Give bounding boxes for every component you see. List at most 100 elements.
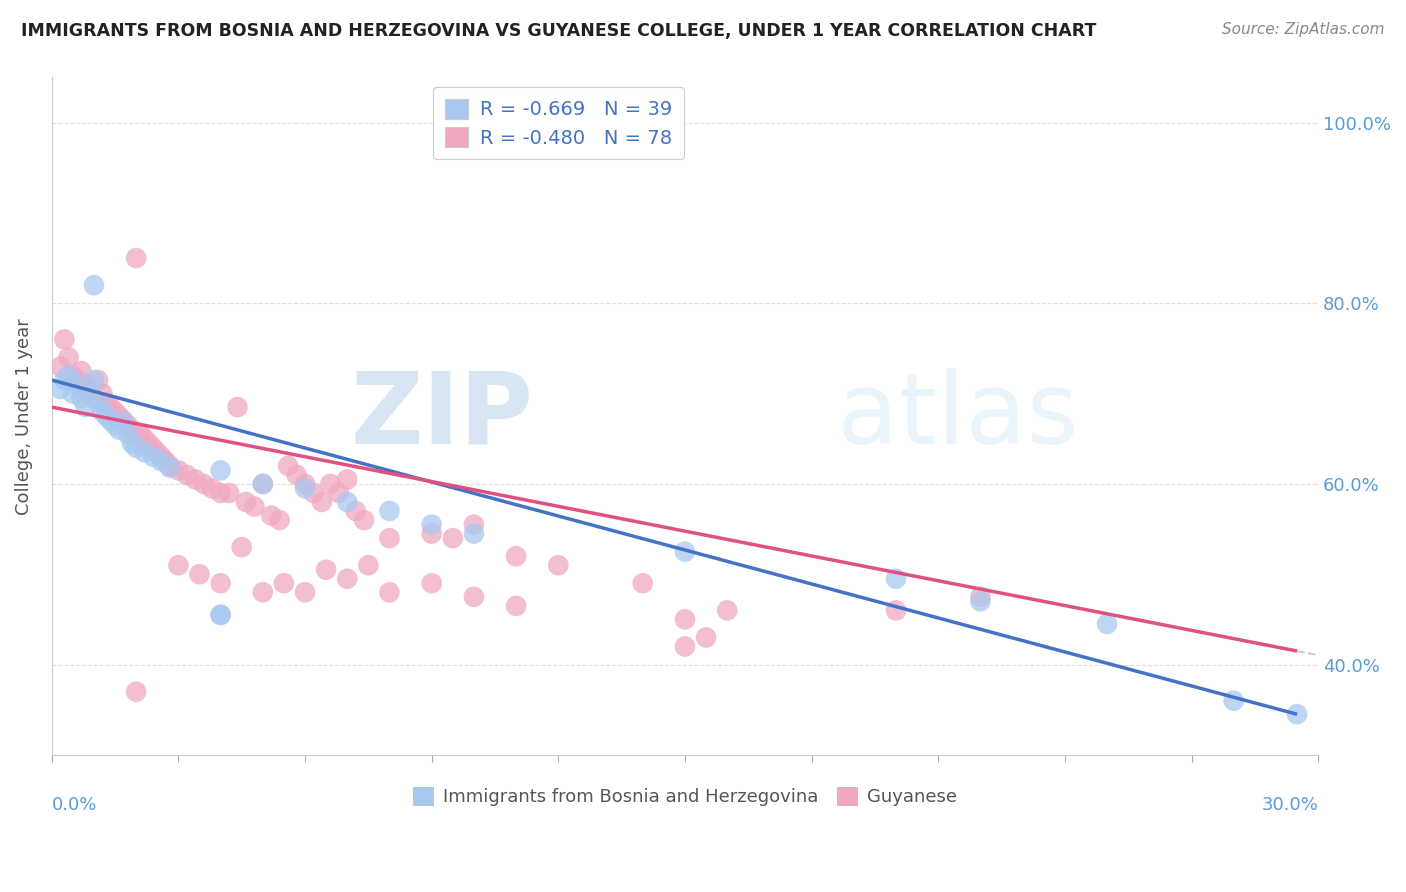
Point (79, 382, 101, 396)
Point (226, 400, 249, 414)
Point (420, 576, 443, 591)
Point (75, 400, 97, 414)
Point (53, 373, 76, 387)
Point (91, 404, 114, 418)
Point (378, 504, 401, 518)
Point (167, 558, 190, 573)
Point (117, 418, 139, 433)
Point (155, 454, 177, 468)
Point (884, 572, 907, 586)
Point (53, 332, 76, 346)
Point (150, 450, 173, 464)
Point (252, 585, 274, 599)
Point (235, 495, 257, 509)
Point (1095, 616, 1118, 631)
Point (96, 395, 118, 409)
Point (231, 540, 253, 554)
Point (336, 572, 359, 586)
Point (631, 576, 654, 591)
Point (176, 467, 198, 482)
Point (142, 441, 165, 455)
Point (138, 436, 160, 450)
Point (87, 373, 110, 387)
Point (673, 544, 696, 558)
Point (336, 472, 359, 486)
Point (70, 391, 93, 405)
Point (695, 631, 717, 645)
Point (311, 495, 333, 509)
Point (420, 526, 443, 541)
Point (108, 423, 131, 437)
Point (129, 427, 152, 442)
Point (344, 504, 367, 518)
Point (83, 391, 105, 405)
Point (505, 599, 527, 613)
Point (357, 558, 380, 573)
Point (209, 463, 232, 477)
Point (58, 351, 80, 365)
Point (96, 409, 118, 424)
Point (378, 531, 401, 545)
Point (79, 386, 101, 401)
Point (420, 517, 443, 532)
Point (66, 377, 89, 392)
Point (273, 576, 295, 591)
Point (104, 404, 127, 418)
Point (353, 513, 375, 527)
Point (260, 508, 283, 523)
Point (134, 432, 156, 446)
Point (58, 368, 80, 383)
Point (302, 486, 325, 500)
Point (315, 563, 337, 577)
Point (134, 445, 156, 459)
Point (441, 531, 464, 545)
Point (969, 590, 991, 604)
Point (218, 486, 240, 500)
Point (716, 603, 738, 617)
Text: atlas: atlas (837, 368, 1078, 465)
Point (277, 458, 299, 473)
Point (91, 386, 114, 401)
Point (83, 373, 105, 387)
Point (125, 684, 148, 698)
Point (117, 427, 139, 442)
Point (673, 640, 696, 654)
Point (121, 436, 143, 450)
Point (294, 585, 316, 599)
Text: 0.0%: 0.0% (52, 796, 97, 814)
Point (83, 278, 105, 293)
Point (142, 450, 165, 464)
Point (104, 418, 127, 433)
Point (184, 472, 207, 486)
Point (100, 414, 122, 428)
Point (62, 386, 84, 401)
Point (243, 500, 266, 514)
Point (209, 607, 232, 622)
Point (150, 454, 173, 468)
Point (1285, 707, 1308, 722)
Point (378, 585, 401, 599)
Point (201, 482, 224, 496)
Point (1222, 694, 1244, 708)
Point (193, 477, 215, 491)
Point (673, 612, 696, 626)
Point (463, 526, 485, 541)
Legend: Immigrants from Bosnia and Herzegovina, Guyanese: Immigrants from Bosnia and Herzegovina, … (405, 780, 965, 814)
Point (269, 513, 291, 527)
Y-axis label: College, Under 1 year: College, Under 1 year (15, 318, 32, 515)
Point (167, 463, 190, 477)
Point (209, 486, 232, 500)
Point (969, 594, 991, 608)
Point (547, 558, 569, 573)
Point (87, 395, 110, 409)
Point (336, 495, 359, 509)
Text: IMMIGRANTS FROM BOSNIA AND HERZEGOVINA VS GUYANESE COLLEGE, UNDER 1 YEAR CORRELA: IMMIGRANTS FROM BOSNIA AND HERZEGOVINA V… (21, 22, 1097, 40)
Point (159, 460, 181, 475)
Point (884, 603, 907, 617)
Text: Source: ZipAtlas.com: Source: ZipAtlas.com (1222, 22, 1385, 37)
Point (159, 458, 181, 473)
Point (209, 607, 232, 622)
Point (252, 477, 274, 491)
Point (463, 590, 485, 604)
Point (112, 414, 135, 428)
